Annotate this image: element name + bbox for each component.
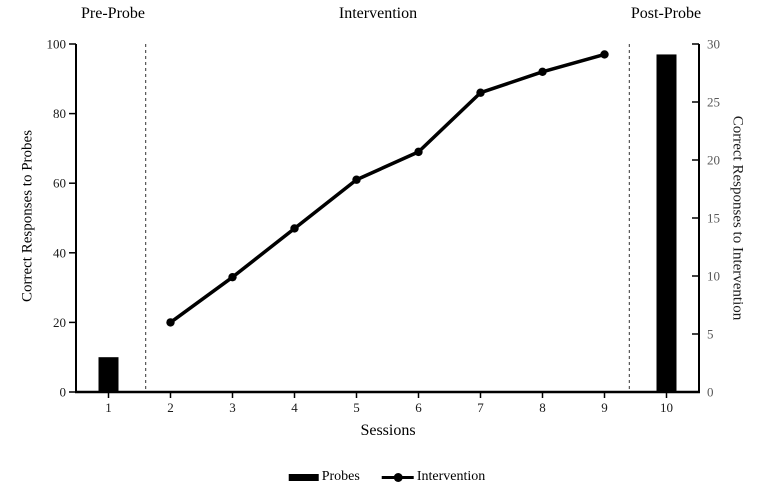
intervention-line (168, 52, 607, 325)
phase-label-intervention: Intervention (338, 5, 418, 22)
left-axis-tick-label: 0 (60, 385, 67, 400)
legend-label-probes: Probes (321, 469, 360, 484)
intervention-point (476, 88, 485, 97)
intervention-point (538, 67, 547, 77)
right-axis-tick-label: 30 (707, 37, 720, 52)
legend-item-probes: Probes (288, 469, 360, 485)
legend-item-intervention: Intervention (381, 469, 486, 485)
right-axis-tick-label: 20 (707, 153, 720, 168)
intervention-point (166, 318, 175, 327)
intervention-point (352, 175, 361, 184)
phase-label-pre-probe: Pre-Probe (81, 5, 145, 22)
x-axis-tick-label: 9 (601, 400, 608, 415)
left-axis-tick-label: 40 (53, 245, 66, 260)
x-axis-tick-label: 1 (105, 400, 112, 415)
probe-bar (656, 54, 677, 392)
right-axis-tick-label: 15 (707, 211, 720, 226)
x-axis-tick-label: 3 (229, 400, 236, 415)
intervention-line-swatch-icon (381, 472, 414, 482)
phase-label-post-probe: Post-Probe (630, 5, 702, 22)
right-axis-tick-label: 5 (707, 327, 714, 342)
x-axis-tick-label: 6 (415, 400, 422, 415)
right-axis-tick-label: 10 (707, 269, 720, 284)
x-axis-tick-label: 5 (353, 400, 360, 415)
left-axis-tick-label: 20 (53, 315, 66, 330)
legend: Probes Intervention (288, 469, 486, 485)
x-axis-title: Sessions (360, 422, 416, 439)
intervention-point (600, 50, 609, 59)
x-axis-tick-label: 10 (660, 400, 673, 415)
intervention-point (228, 272, 237, 282)
left-axis-tick-label: 100 (47, 37, 67, 52)
probes-bar-swatch-icon (288, 473, 319, 481)
probe-bar (98, 357, 119, 392)
left-axis-tick-label: 80 (53, 106, 66, 121)
right-axis-tick-label: 25 (707, 95, 720, 110)
right-axis-tick-label: 0 (707, 385, 714, 400)
intervention-point (290, 224, 299, 233)
intervention-point (414, 147, 423, 157)
x-axis-tick-label: 2 (167, 400, 174, 415)
left-axis-tick-label: 60 (53, 176, 66, 191)
legend-label-intervention: Intervention (416, 469, 486, 484)
x-axis-tick-label: 7 (477, 400, 484, 415)
x-axis-tick-label: 8 (539, 400, 546, 415)
x-axis-tick-label: 4 (291, 400, 298, 415)
